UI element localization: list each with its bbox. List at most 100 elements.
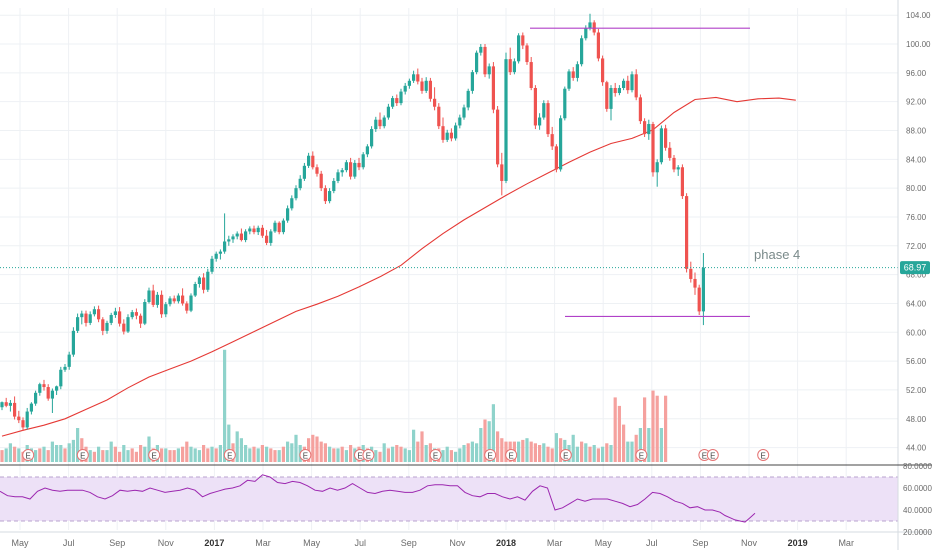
candle[interactable] <box>277 221 281 235</box>
candle[interactable] <box>323 185 327 205</box>
candle[interactable] <box>580 35 584 67</box>
candle[interactable] <box>13 396 17 420</box>
candle[interactable] <box>659 125 663 165</box>
candle[interactable] <box>550 126 554 150</box>
candle[interactable] <box>311 151 315 170</box>
candle[interactable] <box>260 224 264 238</box>
candle[interactable] <box>374 116 378 132</box>
candle[interactable] <box>231 234 235 243</box>
candle[interactable] <box>479 44 483 56</box>
candle[interactable] <box>466 88 470 111</box>
candle[interactable] <box>302 162 306 181</box>
candle[interactable] <box>185 301 189 314</box>
candle[interactable] <box>676 165 680 176</box>
candle[interactable] <box>571 67 575 81</box>
candle[interactable] <box>25 407 29 430</box>
candle[interactable] <box>416 68 420 85</box>
candle[interactable] <box>38 382 42 396</box>
candle[interactable] <box>538 113 542 130</box>
candle[interactable] <box>147 287 151 304</box>
candle[interactable] <box>139 313 143 328</box>
candle[interactable] <box>151 284 155 308</box>
candle[interactable] <box>420 77 424 94</box>
candle[interactable] <box>386 103 390 120</box>
candle[interactable] <box>517 33 521 64</box>
candle[interactable] <box>101 317 105 336</box>
candle[interactable] <box>227 235 231 246</box>
candle[interactable] <box>0 401 4 411</box>
candle[interactable] <box>697 284 701 315</box>
candle[interactable] <box>84 310 88 327</box>
candle[interactable] <box>76 313 80 334</box>
earnings-marker[interactable]: E <box>559 449 572 461</box>
earnings-marker[interactable]: E <box>362 449 375 461</box>
candle[interactable] <box>664 124 668 151</box>
candle[interactable] <box>155 291 159 308</box>
candle[interactable] <box>454 122 458 141</box>
candle[interactable] <box>626 75 630 94</box>
candle[interactable] <box>42 379 46 391</box>
candle[interactable] <box>647 119 651 140</box>
candle[interactable] <box>286 205 290 223</box>
candle[interactable] <box>437 103 441 130</box>
candle[interactable] <box>391 95 395 109</box>
candle[interactable] <box>533 85 537 130</box>
earnings-marker[interactable]: E <box>635 449 648 461</box>
candle[interactable] <box>298 175 302 191</box>
earnings-marker[interactable]: E <box>706 449 719 461</box>
earnings-marker[interactable]: E <box>299 449 312 461</box>
candle[interactable] <box>252 225 256 235</box>
candle[interactable] <box>92 306 96 317</box>
candle[interactable] <box>210 255 214 274</box>
candle[interactable] <box>521 32 525 50</box>
candle[interactable] <box>244 229 248 243</box>
candle[interactable] <box>378 112 382 130</box>
candle[interactable] <box>105 320 109 334</box>
candle[interactable] <box>29 402 33 415</box>
candle[interactable] <box>672 155 676 173</box>
earnings-marker[interactable]: E <box>484 449 497 461</box>
candle[interactable] <box>445 129 449 143</box>
candle[interactable] <box>197 276 201 288</box>
candle[interactable] <box>294 185 298 201</box>
candle[interactable] <box>475 50 479 75</box>
candle[interactable] <box>361 152 365 170</box>
candle[interactable] <box>609 85 613 121</box>
candle[interactable] <box>622 78 626 91</box>
candle[interactable] <box>63 363 67 372</box>
candle[interactable] <box>458 114 462 129</box>
candle[interactable] <box>336 169 340 184</box>
candle[interactable] <box>693 272 697 295</box>
candle[interactable] <box>470 69 474 94</box>
candle[interactable] <box>88 311 92 326</box>
candle[interactable] <box>407 78 411 89</box>
earnings-marker[interactable]: E <box>429 449 442 461</box>
candle[interactable] <box>181 288 185 306</box>
candle[interactable] <box>8 400 12 412</box>
candle[interactable] <box>412 70 416 83</box>
candle[interactable] <box>403 82 407 95</box>
candle[interactable] <box>172 295 176 304</box>
candle[interactable] <box>223 213 227 254</box>
candle[interactable] <box>164 302 168 318</box>
candle[interactable] <box>235 231 239 240</box>
candle[interactable] <box>441 117 445 143</box>
candle[interactable] <box>584 25 588 41</box>
candle[interactable] <box>353 160 357 179</box>
candle[interactable] <box>130 309 134 320</box>
candle[interactable] <box>113 307 117 318</box>
candle[interactable] <box>680 164 684 199</box>
candle[interactable] <box>349 157 353 180</box>
candle[interactable] <box>118 307 122 327</box>
candle[interactable] <box>357 157 361 171</box>
candle[interactable] <box>643 118 647 137</box>
candle[interactable] <box>491 62 495 114</box>
earnings-marker[interactable]: E <box>223 449 236 461</box>
candle[interactable] <box>315 164 319 177</box>
candle[interactable] <box>319 170 323 192</box>
candle[interactable] <box>395 94 399 107</box>
candle[interactable] <box>563 86 567 121</box>
candle[interactable] <box>617 85 621 96</box>
